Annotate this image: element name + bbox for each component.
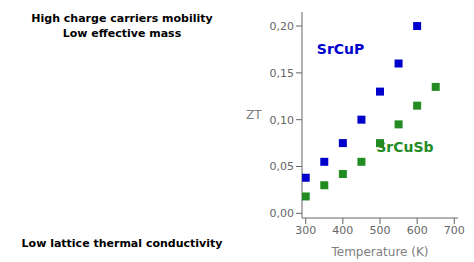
svg-text:Temperature (K): Temperature (K) [330,245,428,259]
svg-text:0,10: 0,10 [270,114,295,127]
svg-text:300: 300 [295,224,316,237]
svg-text:500: 500 [370,224,391,237]
svg-text:600: 600 [407,224,428,237]
svg-text:ZT: ZT [246,108,262,122]
svg-text:0,00: 0,00 [270,207,295,220]
svg-text:700: 700 [444,224,465,237]
svg-text:SrCuP: SrCuP [317,41,365,57]
svg-text:400: 400 [332,224,353,237]
svg-text:0,20: 0,20 [270,20,295,33]
svg-text:0,15: 0,15 [270,67,295,80]
html-text:Low lattice thermal conductivi: Low lattice thermal conductivity [21,237,223,250]
svg-text:SrCuSb: SrCuSb [376,139,433,155]
html-text:High charge carriers mobility: High charge carriers mobility [31,12,213,25]
svg-text:0,05: 0,05 [270,160,295,173]
html-text:Low effective mass: Low effective mass [62,27,182,40]
